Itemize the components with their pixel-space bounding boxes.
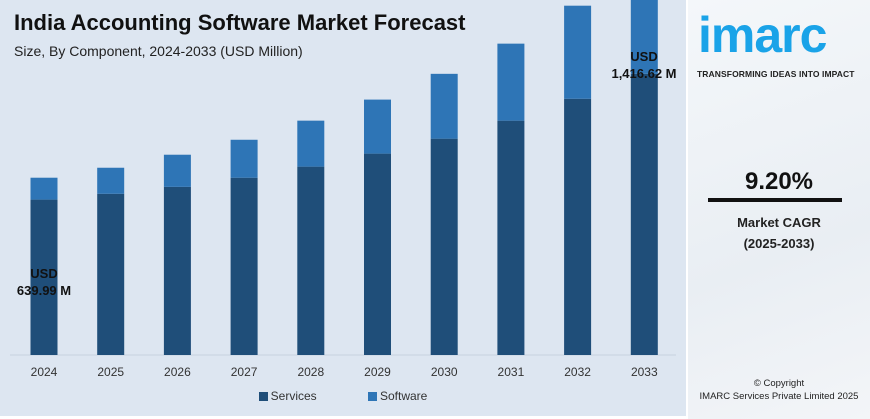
- cagr-value: 9.20%: [744, 168, 814, 195]
- x-tick-label: 2031: [498, 365, 525, 379]
- copyright-text: © Copyright: [753, 378, 805, 389]
- legend-item-services: Services: [258, 389, 317, 403]
- x-tick-label: 2025: [97, 365, 124, 379]
- callout-value: 1,416.62 M: [611, 66, 677, 81]
- bar-software-2030: [430, 73, 458, 139]
- callout-value: 639.99 M: [16, 283, 72, 298]
- bar-software-2028: [297, 120, 325, 167]
- bar-software-2033: [630, 0, 658, 74]
- legend: Services Software: [0, 389, 686, 403]
- bar-software-2029: [364, 99, 391, 154]
- legend-label: Software: [380, 389, 428, 403]
- bar-software-2025: [97, 167, 125, 194]
- legend-item-software: Software: [368, 389, 427, 403]
- x-tick-label: 2033: [631, 365, 658, 379]
- bar-services-2029: [364, 153, 391, 355]
- copyright: © Copyright IMARC Services Private Limit…: [688, 377, 870, 403]
- callout-currency: USD: [30, 266, 58, 281]
- legend-label: Services: [270, 389, 317, 403]
- side-panel: imarc TRANSFORMING IDEAS INTO IMPACT 9.2…: [688, 0, 870, 419]
- x-tick-label: 2027: [231, 365, 258, 379]
- x-tick-label: 2026: [164, 365, 191, 379]
- bar-services-2033: [630, 73, 658, 356]
- x-tick-label: 2028: [297, 365, 324, 379]
- bar-software-2027: [230, 139, 258, 178]
- bar-services-2027: [230, 177, 258, 355]
- x-tick-label: 2029: [364, 365, 391, 379]
- chart-subtitle: Size, By Component, 2024-2033 (USD Milli…: [14, 43, 303, 59]
- callout-2033: USD 1,416.62 M: [598, 48, 690, 82]
- bar-services-2030: [430, 138, 458, 355]
- imarc-logo: imarc: [698, 7, 827, 63]
- legend-swatch: [368, 392, 377, 401]
- logo-tagline: TRANSFORMING IDEAS INTO IMPACT: [697, 69, 855, 79]
- bar-software-2026: [163, 154, 191, 187]
- bar-services-2024: [30, 199, 58, 355]
- bar-software-2024: [30, 177, 58, 200]
- company-name: IMARC Services Private Limited 2025: [699, 391, 859, 402]
- bar-services-2031: [497, 120, 525, 355]
- bar-services-2025: [97, 193, 125, 355]
- callout-currency: USD: [630, 49, 658, 64]
- chart-title: India Accounting Software Market Forecas…: [14, 10, 466, 35]
- x-tick-label: 2024: [31, 365, 58, 379]
- legend-swatch: [258, 392, 268, 401]
- bar-services-2026: [163, 186, 191, 355]
- x-tick-label: 2030: [431, 365, 458, 379]
- bar-services-2032: [564, 98, 592, 356]
- bar-software-2031: [497, 43, 525, 121]
- x-tick-label: 2032: [564, 365, 591, 379]
- cagr-period: (2025-2033): [743, 236, 815, 251]
- bar-services-2028: [297, 166, 325, 355]
- bar-chart: 2024 2025 2026 2027 2028 2029 2030 2031 2032 2033: [10, 0, 676, 379]
- divider: [708, 198, 842, 202]
- callout-2024: USD 639.99 M: [8, 265, 80, 299]
- bar-software-2032: [564, 5, 592, 99]
- cagr-label-text: Market CAGR: [737, 215, 821, 230]
- cagr-label: Market CAGR (2025-2033): [688, 212, 870, 254]
